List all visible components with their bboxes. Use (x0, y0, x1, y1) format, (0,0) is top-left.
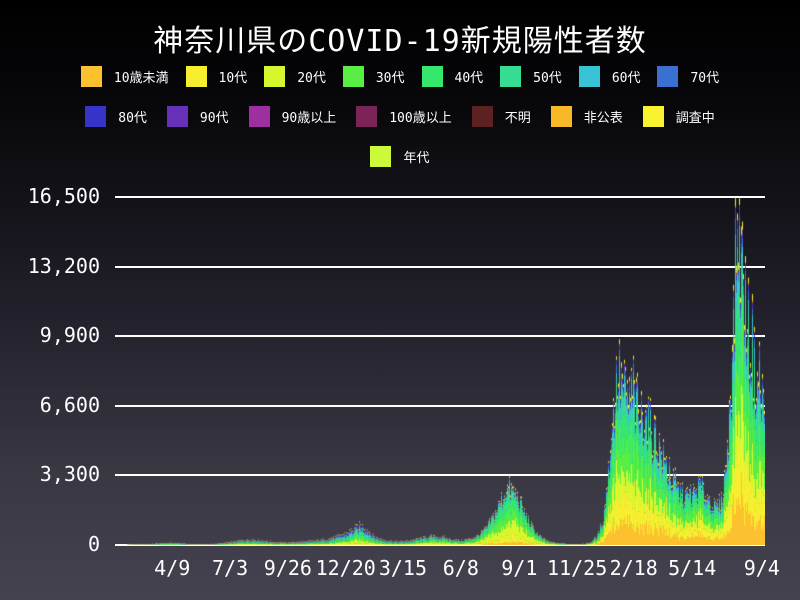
legend-swatch-icon (500, 66, 522, 87)
legend-label: 70代 (690, 71, 720, 86)
x-axis-tick-label: 9/4 (743, 556, 780, 580)
legend-item: 年代 (370, 146, 430, 167)
legend-item: 10代 (185, 66, 248, 87)
x-axis-tick-label: 9/1 (501, 556, 538, 580)
legend-swatch-icon (80, 66, 102, 87)
legend-item: 調査中 (642, 106, 715, 127)
legend-item: 90代 (166, 106, 229, 127)
legend-swatch-icon (642, 106, 664, 127)
legend-swatch-icon (657, 66, 679, 87)
x-axis: 4/9 7/3 9/26 12/20 3/15 6/8 9/1 11/25 2/18 5/14 9/… (0, 556, 800, 584)
legend-swatch-icon (421, 66, 443, 87)
legend-swatch-icon (166, 106, 188, 127)
x-axis-tick-label: 5/14 (668, 556, 717, 580)
gridline-0 (115, 544, 765, 546)
legend-swatch-icon (264, 66, 286, 87)
y-axis-tick-label: 3,300 (39, 462, 100, 487)
legend-swatch-icon (342, 66, 364, 87)
legend-item: 40代 (421, 66, 484, 87)
legend-item: 90歳以上 (248, 106, 337, 127)
legend-label: 80代 (118, 111, 147, 126)
legend-item: 10歳未満 (80, 66, 169, 87)
chart-title: 神奈川県のCOVID-19新規陽性者数 (153, 24, 647, 59)
legend-row-3: 年代 (0, 146, 800, 167)
legend-swatch-icon (185, 66, 207, 87)
x-axis-tick-label: 3/15 (378, 556, 428, 580)
legend-swatch-icon (356, 106, 378, 127)
y-axis-tick-label: 13,200 (27, 253, 100, 278)
legend-label: 非公表 (583, 111, 623, 126)
legend-label: 20代 (297, 71, 326, 86)
legend-item: 20代 (264, 66, 326, 87)
x-axis-tick-label: 7/3 (211, 556, 249, 580)
legend-row-2: 80代 90代 90歳以上 100歳以上 不明 非公表 調査中 (0, 106, 800, 127)
y-axis-tick-label: 16,500 (27, 184, 100, 208)
stacked-bar-canvas (115, 197, 765, 545)
legend-label: 90代 (199, 111, 229, 126)
legend-swatch-icon (248, 106, 270, 127)
legend-label: 60代 (611, 71, 641, 86)
legend-item: 30代 (342, 66, 405, 87)
legend-item: 非公表 (550, 106, 623, 127)
legend-swatch-icon (471, 106, 493, 127)
legend-label: 90歳以上 (281, 111, 337, 126)
legend-label: 調査中 (675, 111, 715, 126)
legend-item: 不明 (471, 106, 531, 127)
x-axis-tick-label: 12/20 (315, 556, 376, 580)
legend-label: 不明 (504, 111, 531, 126)
y-axis-tick-label: 0 (87, 532, 100, 556)
x-axis-tick-label: 2/18 (609, 556, 658, 580)
legend-swatch-icon (85, 106, 107, 127)
legend-item: 80代 (85, 106, 147, 127)
legend-swatch-icon (578, 66, 600, 87)
legend-swatch-icon (370, 146, 392, 167)
x-axis-tick-label: 6/8 (442, 556, 479, 580)
legend-row-1: 10歳未満 10代 20代 30代 40代 50代 60代 70代 (0, 66, 800, 87)
x-axis-tick-label: 4/9 (154, 556, 191, 580)
legend-label: 100歳以上 (389, 111, 452, 126)
y-axis-tick-label: 6,600 (39, 392, 100, 417)
legend-label: 40代 (454, 71, 484, 86)
legend-item: 100歳以上 (356, 106, 452, 127)
x-axis-tick-label: 11/25 (547, 556, 608, 580)
legend-item: 70代 (657, 66, 719, 87)
legend-item: 60代 (578, 66, 641, 87)
y-axis-tick-label: 9,900 (39, 323, 100, 348)
x-axis-tick-label: 9/26 (263, 556, 312, 580)
legend-label: 50代 (533, 71, 562, 86)
legend-label: 30代 (375, 71, 405, 86)
legend-label: 年代 (403, 151, 430, 166)
legend-item: 50代 (500, 66, 562, 87)
plot-area (115, 196, 765, 546)
legend-swatch-icon (550, 106, 572, 127)
legend-label: 10代 (218, 71, 248, 86)
legend-label: 10歳未満 (113, 71, 169, 86)
